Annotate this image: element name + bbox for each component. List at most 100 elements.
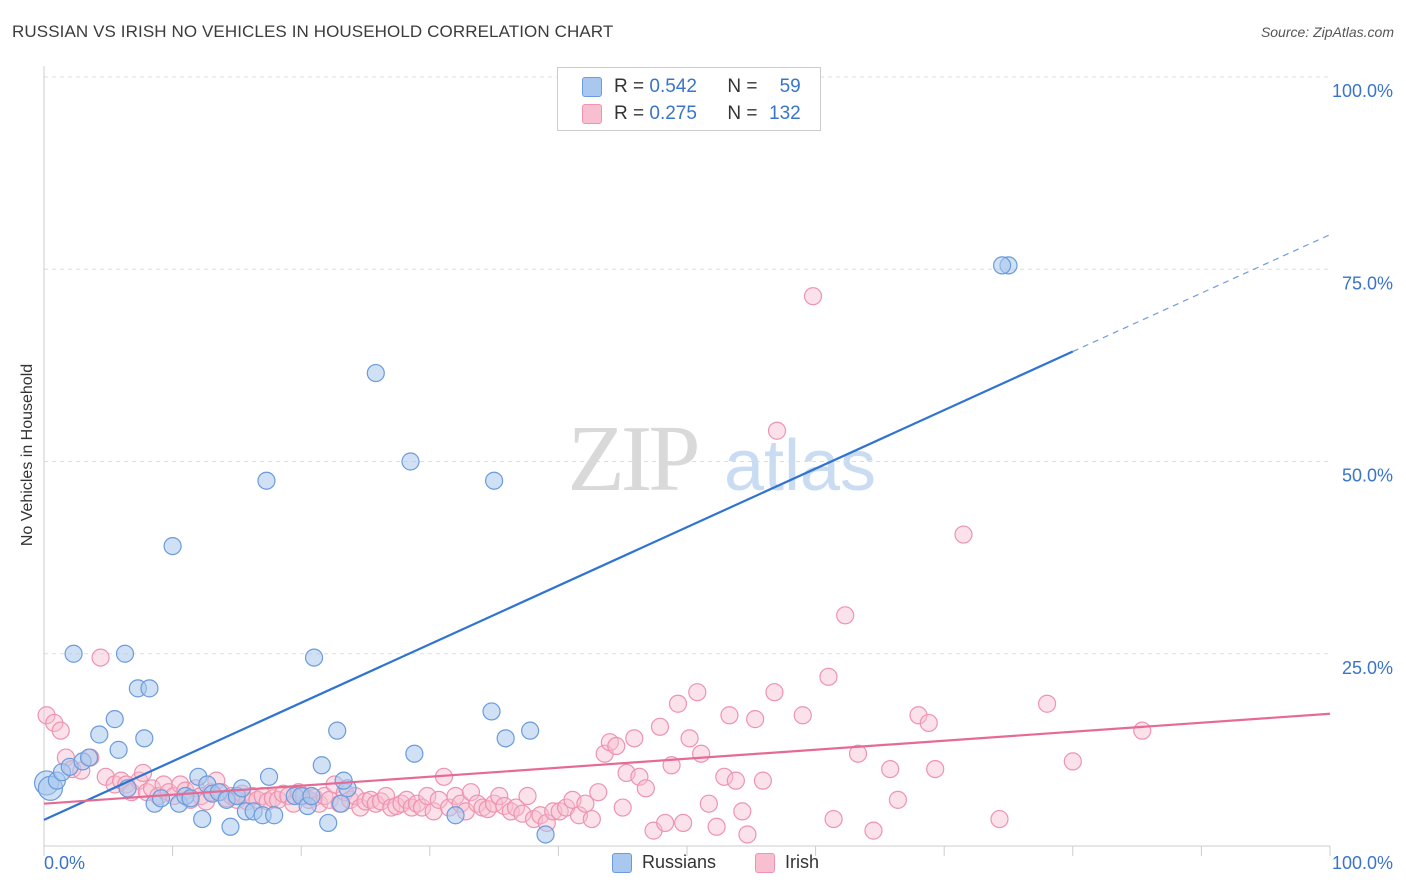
- russians-point: [140, 679, 159, 698]
- irish-point: [765, 683, 784, 702]
- legend-n-value: 132: [769, 103, 801, 124]
- irish-point: [720, 706, 739, 725]
- irish-point: [1133, 721, 1152, 740]
- irish-point: [1037, 694, 1057, 713]
- x-tick-label: 100.0%: [1332, 853, 1393, 873]
- irish-point: [650, 717, 670, 736]
- legend-item-russians: Russians: [612, 852, 716, 873]
- russians-point: [79, 748, 99, 767]
- irish-point: [919, 713, 938, 733]
- irish-point: [613, 798, 632, 817]
- russians-point: [521, 721, 540, 740]
- legend-n-value: 59: [779, 76, 801, 97]
- russians-point: [90, 725, 109, 744]
- irish-point: [412, 798, 432, 817]
- chart-title: RUSSIAN VS IRISH NO VEHICLES IN HOUSEHOL…: [12, 22, 614, 41]
- russians-point: [482, 702, 501, 721]
- russians-points: [33, 256, 1018, 844]
- russians-point: [135, 729, 154, 748]
- series-legend: Russians Irish: [0, 852, 1406, 876]
- russians-point: [446, 806, 465, 825]
- russians-point: [265, 806, 284, 825]
- irish-point: [753, 771, 772, 790]
- irish-point: [461, 783, 481, 802]
- irish-point: [636, 779, 655, 798]
- irish-point: [668, 694, 688, 713]
- watermark: ZIP atlas: [568, 407, 877, 511]
- legend-r-label: R =: [614, 76, 650, 97]
- russians-point: [334, 771, 353, 790]
- russians-point: [312, 756, 331, 775]
- russians-point: [304, 648, 324, 667]
- irish-point: [746, 710, 765, 729]
- tick-labels: 25.0% 50.0% 75.0% 100.0% 0.0% 100.0%: [44, 81, 1393, 873]
- source-attribution: Source: ZipAtlas.com: [1260, 24, 1394, 40]
- legend-n-label: N =: [727, 103, 763, 124]
- russians-point: [401, 452, 420, 471]
- russians-legend-swatch: [612, 852, 632, 873]
- irish-point: [819, 667, 838, 686]
- irish-point: [589, 783, 608, 802]
- russians-point: [193, 809, 212, 829]
- y-tick-label: 25.0%: [1342, 658, 1393, 678]
- russians-point: [109, 740, 128, 759]
- russians-point: [232, 779, 252, 798]
- legend-r-value: 0.275: [649, 103, 697, 124]
- irish-swatch: [582, 104, 602, 124]
- irish-point: [909, 706, 928, 725]
- legend-n-label: N =: [727, 76, 763, 97]
- russians-point: [115, 644, 135, 663]
- irish-point: [738, 825, 757, 844]
- irish-point: [848, 744, 868, 763]
- russians-point: [405, 744, 424, 763]
- russians-point: [64, 644, 83, 663]
- irish-point: [793, 706, 812, 725]
- russians-point: [105, 710, 124, 729]
- correlation-legend: R = 0.542 N = 59 R = 0.275 N = 132: [557, 67, 821, 131]
- russians-point: [257, 471, 276, 490]
- irish-point: [824, 809, 843, 829]
- watermark-atlas: atlas: [724, 426, 876, 506]
- irish-point: [674, 813, 693, 833]
- russians-point: [151, 789, 171, 808]
- russians-point: [259, 767, 279, 786]
- russians-point: [496, 729, 515, 748]
- irish-legend-label: Irish: [785, 852, 820, 872]
- irish-point: [607, 736, 626, 756]
- irish-point: [1063, 752, 1082, 771]
- irish-point: [881, 759, 900, 779]
- irish-point: [490, 786, 509, 806]
- irish-point: [726, 771, 745, 790]
- russians-point: [163, 536, 182, 556]
- russians-swatch: [582, 77, 602, 97]
- irish-point: [715, 767, 734, 786]
- irish-point: [518, 786, 537, 806]
- russians-point: [366, 363, 385, 383]
- irish-point: [707, 817, 726, 836]
- russians-point: [331, 794, 351, 813]
- irish-point: [418, 786, 437, 806]
- grid-lines: [44, 76, 1330, 655]
- irish-legend-swatch: [755, 852, 775, 873]
- irish-point: [656, 813, 675, 833]
- trend-lines: [43, 234, 1331, 821]
- irish-point: [51, 721, 70, 740]
- irish-point: [699, 794, 718, 813]
- irish-point: [630, 767, 649, 786]
- legend-r-value: 0.542: [649, 76, 697, 97]
- y-tick-label: 50.0%: [1342, 466, 1393, 486]
- irish-point: [990, 809, 1009, 829]
- irish-point: [836, 606, 855, 625]
- irish-point: [91, 648, 110, 667]
- irish-point: [688, 683, 707, 702]
- irish-point: [680, 729, 699, 748]
- legend-row-russians: R = 0.542 N = 59: [582, 75, 801, 99]
- russians-point: [328, 721, 347, 740]
- watermark-zip: ZIP: [568, 407, 698, 511]
- irish-point: [692, 744, 711, 763]
- y-tick-label: 75.0%: [1342, 273, 1393, 293]
- irish-point: [954, 525, 973, 544]
- russians-point: [485, 471, 504, 490]
- irish-point: [767, 421, 787, 440]
